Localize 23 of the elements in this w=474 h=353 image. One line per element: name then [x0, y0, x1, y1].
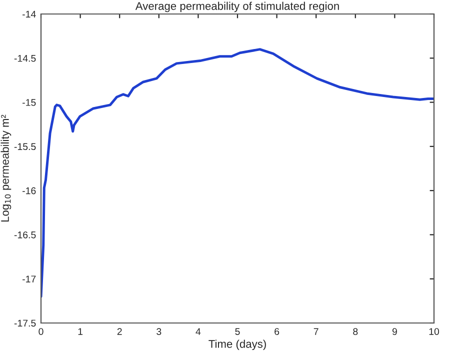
y-tick-label: -15 [22, 99, 36, 106]
x-tick-label: 10 [429, 328, 440, 335]
y-tick-label: -15.5 [14, 143, 36, 150]
x-tick-label: 2 [117, 328, 122, 335]
x-tick-label: 8 [353, 328, 358, 335]
y-tick-label: -17.5 [14, 320, 36, 327]
x-tick-label: 7 [314, 328, 318, 335]
y-tick-label: -16 [22, 187, 36, 194]
y-tick-label: -14.5 [14, 54, 36, 62]
x-tick-label: 5 [235, 328, 240, 335]
y-axis-title: Log$_{10}$ permeability m² [0, 114, 12, 222]
x-tick-label: 4 [196, 328, 201, 335]
x-tick-label: 0 [38, 328, 44, 335]
y-tick-label: -17 [22, 276, 36, 282]
x-tick-label: 6 [274, 328, 280, 335]
x-tick-label: 1 [78, 328, 83, 335]
x-tick-label: 9 [392, 328, 397, 335]
chart-title: Average permeability of stimulated region [135, 2, 339, 12]
y-tick-label: -16.5 [14, 231, 36, 238]
x-axis-title: Time (days) [208, 340, 266, 350]
line-series [41, 48, 434, 298]
y-tick-label: -14 [22, 10, 36, 18]
x-tick-label: 3 [156, 328, 162, 335]
